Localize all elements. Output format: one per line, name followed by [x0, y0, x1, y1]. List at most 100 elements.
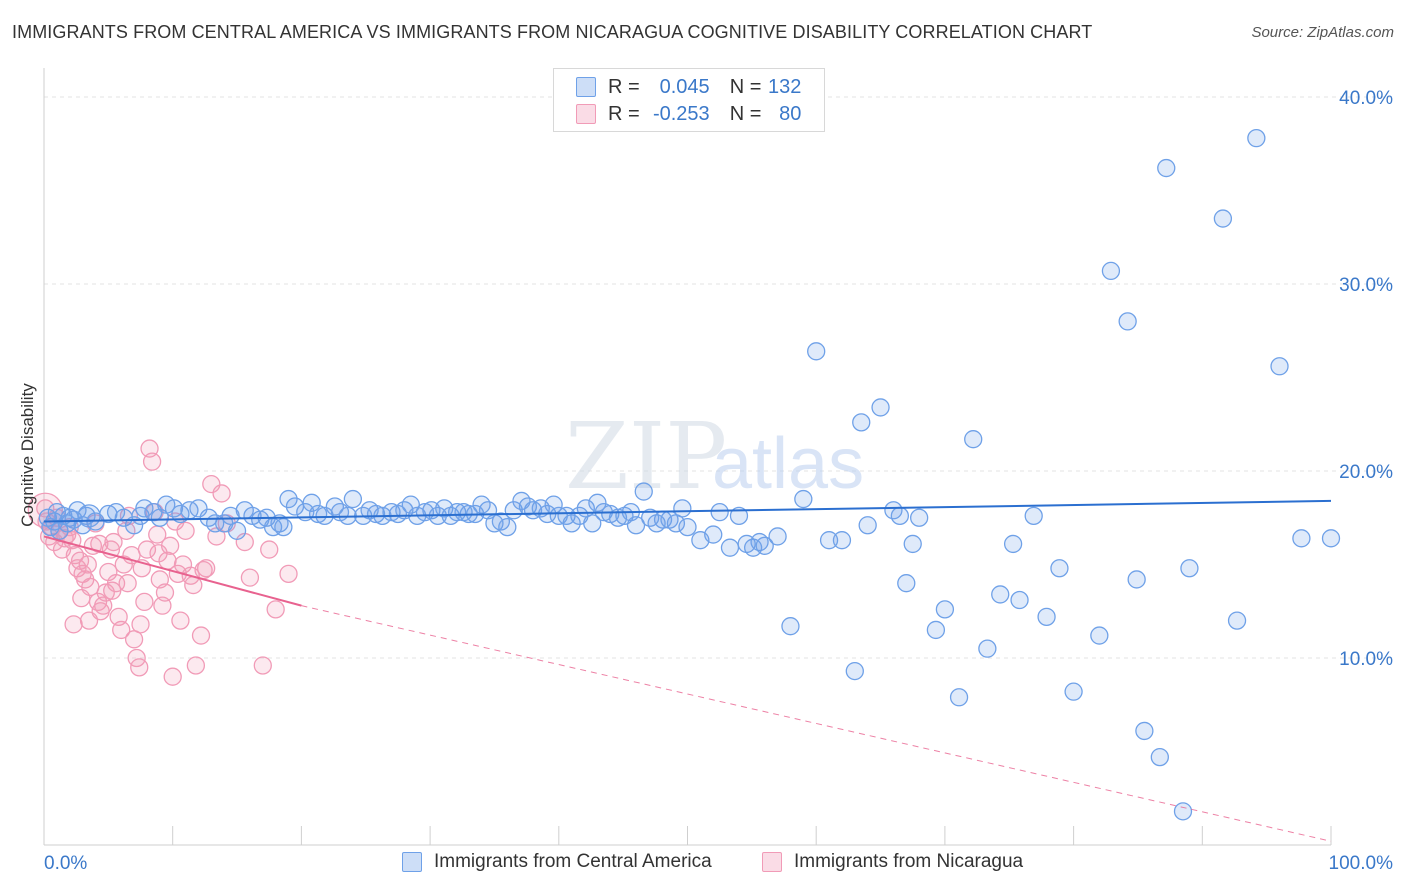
- nicaragua-point: [186, 656, 206, 675]
- central-america-point: [1150, 747, 1169, 767]
- central-america-point: [279, 489, 298, 509]
- series-legend-central-america: Immigrants from Central America: [402, 851, 712, 873]
- y-tick-label: 10.0%: [1339, 649, 1393, 670]
- central-america-point: [1213, 209, 1233, 228]
- x-tick-label: 0.0%: [44, 853, 87, 874]
- legend-r-label: R =: [608, 102, 640, 125]
- central-america-point: [704, 525, 723, 544]
- central-america-point: [401, 495, 420, 514]
- series-legend-nicaragua: Immigrants from Nicaragua: [762, 851, 1023, 873]
- nicaragua-point: [103, 581, 122, 600]
- central-america-point: [903, 534, 922, 554]
- central-america-point: [794, 489, 813, 509]
- nicaragua-point: [135, 592, 154, 612]
- central-america-point: [227, 521, 247, 540]
- grid-lines: [44, 96, 1392, 659]
- central-america-point: [634, 482, 653, 501]
- central-america-point: [845, 661, 864, 681]
- central-america-point: [897, 574, 916, 593]
- central-america-point: [1247, 128, 1266, 148]
- central-america-point: [807, 342, 826, 361]
- series-label-central-america: Immigrants from Central America: [434, 851, 712, 872]
- legend-swatch-pink: [576, 104, 596, 124]
- nicaragua-point: [78, 555, 97, 574]
- central-america-point: [890, 506, 910, 526]
- nicaragua-point: [191, 626, 211, 645]
- central-america-point: [1118, 312, 1137, 331]
- central-america-point: [1180, 559, 1199, 578]
- watermark-zip: ZIP: [565, 403, 727, 510]
- nicaragua-trendline-extension: [301, 605, 1332, 842]
- nicaragua-point: [240, 568, 260, 587]
- series-swatch-blue: [402, 852, 422, 872]
- central-america-point: [302, 493, 321, 512]
- nicaragua-point: [79, 611, 99, 630]
- nicaragua-point: [155, 583, 175, 602]
- central-america-point: [343, 489, 363, 509]
- nicaragua-point: [131, 615, 150, 634]
- central-america-point: [1064, 682, 1083, 701]
- central-america-point: [583, 514, 602, 533]
- nicaragua-point: [90, 534, 109, 554]
- nicaragua-point: [212, 484, 231, 503]
- central-america-point: [949, 688, 969, 707]
- central-america-point: [1135, 721, 1154, 741]
- central-america-trendline: [43, 499, 1332, 523]
- nicaragua-trendline: [43, 535, 302, 607]
- central-america-point: [910, 508, 929, 527]
- legend-row-nicaragua: R = -0.253 N = 80: [576, 101, 801, 127]
- nicaragua-point: [176, 521, 195, 540]
- nicaragua-point: [253, 656, 272, 675]
- nicaragua-point: [104, 532, 123, 552]
- legend-r-label: R =: [608, 75, 640, 98]
- nicaragua-point: [260, 540, 279, 559]
- central-america-point: [135, 499, 154, 518]
- central-america-point: [935, 600, 955, 619]
- nicaragua-point: [194, 560, 213, 580]
- central-america-point: [50, 521, 69, 540]
- nicaragua-point: [149, 544, 168, 563]
- series-swatch-pink: [762, 852, 782, 872]
- nicaragua-point: [142, 452, 162, 471]
- central-america-point: [1127, 570, 1146, 589]
- central-america-point: [673, 499, 692, 518]
- legend-r-value: -0.253: [652, 102, 710, 125]
- central-america-point: [626, 516, 646, 535]
- correlation-legend: R = 0.045 N = 132 R = -0.253 N = 80: [553, 68, 825, 132]
- nicaragua-point: [171, 611, 190, 630]
- central-america-point: [498, 517, 517, 537]
- central-america-point: [720, 538, 740, 557]
- central-america-point: [755, 536, 774, 555]
- nicaragua-point: [197, 559, 216, 578]
- series-label-nicaragua: Immigrants from Nicaragua: [794, 851, 1024, 872]
- y-tick-label: 30.0%: [1339, 275, 1393, 296]
- central-america-point: [991, 585, 1010, 604]
- central-america-point: [729, 506, 749, 526]
- nicaragua-point: [137, 540, 157, 559]
- nicaragua-point: [279, 564, 298, 583]
- central-america-point: [978, 639, 997, 658]
- central-america-point: [1037, 607, 1056, 627]
- legend-n-value: 132: [768, 75, 802, 98]
- central-america-point: [781, 617, 800, 636]
- central-america-point: [832, 531, 852, 550]
- zipatlas-watermark: ZIP atlas: [565, 403, 864, 510]
- nicaragua-points: [27, 439, 298, 686]
- central-america-point: [926, 620, 946, 640]
- central-america-point: [1292, 529, 1311, 548]
- source-credit: Source: ZipAtlas.com: [1251, 24, 1394, 41]
- central-america-point: [1321, 529, 1341, 548]
- central-america-point: [871, 398, 890, 417]
- legend-n-label: N =: [729, 75, 762, 98]
- central-america-point: [1003, 534, 1023, 554]
- central-america-point: [1090, 626, 1109, 645]
- central-america-point: [1157, 158, 1176, 178]
- nicaragua-point: [112, 620, 131, 640]
- central-america-point: [77, 504, 101, 528]
- central-america-point: [1024, 506, 1043, 526]
- central-america-point: [819, 531, 839, 550]
- y-axis-label: Cognitive Disability: [18, 383, 37, 527]
- central-america-point: [1101, 261, 1121, 281]
- central-america-point: [1173, 802, 1193, 821]
